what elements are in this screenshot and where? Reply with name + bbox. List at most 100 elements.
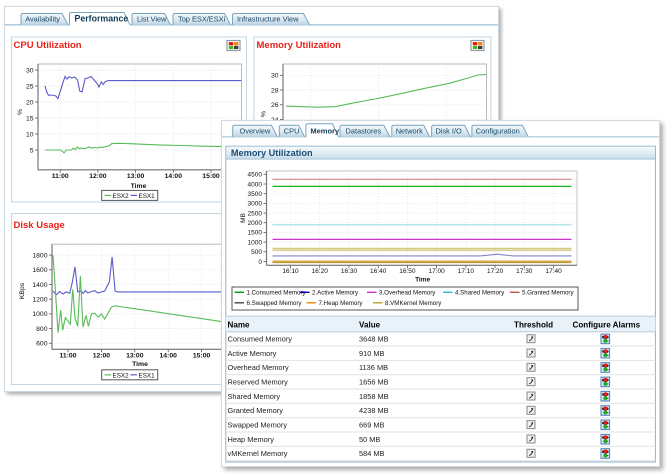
svg-text:Granted Memory: Granted Memory bbox=[228, 406, 284, 415]
svg-text:0: 0 bbox=[258, 259, 262, 266]
svg-text:Memory Utilization: Memory Utilization bbox=[231, 148, 313, 158]
svg-text:3000: 3000 bbox=[248, 201, 263, 208]
svg-text:30: 30 bbox=[271, 73, 279, 80]
svg-text:17:10: 17:10 bbox=[458, 268, 475, 275]
svg-text:10: 10 bbox=[26, 131, 34, 138]
svg-text:8.VMKernel Memory: 8.VMKernel Memory bbox=[385, 300, 442, 307]
svg-text:12:00: 12:00 bbox=[89, 173, 107, 180]
svg-text:13:00: 13:00 bbox=[126, 353, 144, 360]
svg-text:1500: 1500 bbox=[248, 230, 263, 237]
svg-text:669 MB: 669 MB bbox=[359, 420, 385, 429]
svg-text:11:00: 11:00 bbox=[59, 353, 76, 360]
svg-text:15:00: 15:00 bbox=[202, 173, 220, 180]
svg-text:600: 600 bbox=[36, 341, 48, 348]
svg-text:Memory: Memory bbox=[310, 127, 340, 136]
svg-text:12:00: 12:00 bbox=[93, 353, 111, 360]
svg-text:Infrastructure View: Infrastructure View bbox=[237, 15, 299, 24]
svg-text:5: 5 bbox=[30, 147, 34, 154]
svg-text:25: 25 bbox=[26, 83, 34, 90]
svg-text:KBps: KBps bbox=[19, 282, 26, 299]
svg-text:Threshold: Threshold bbox=[514, 320, 553, 329]
svg-text:Network: Network bbox=[396, 127, 423, 136]
svg-text:Configuration: Configuration bbox=[476, 127, 520, 136]
svg-text:%: % bbox=[17, 109, 24, 115]
svg-text:1858 MB: 1858 MB bbox=[359, 392, 389, 401]
svg-text:1000: 1000 bbox=[32, 311, 47, 318]
svg-text:2000: 2000 bbox=[248, 220, 263, 227]
svg-text:CPU Utilization: CPU Utilization bbox=[14, 40, 82, 51]
svg-text:3.Overhead Memory: 3.Overhead Memory bbox=[379, 290, 436, 297]
svg-text:14:00: 14:00 bbox=[160, 353, 178, 360]
svg-text:Datastores: Datastores bbox=[346, 127, 382, 136]
svg-text:Name: Name bbox=[228, 320, 251, 329]
svg-text:28: 28 bbox=[271, 87, 279, 94]
svg-text:5.Granted Memory: 5.Granted Memory bbox=[522, 290, 574, 297]
svg-text:Time: Time bbox=[415, 277, 430, 284]
svg-text:17:30: 17:30 bbox=[516, 268, 533, 275]
svg-text:%: % bbox=[261, 111, 268, 117]
svg-text:16:30: 16:30 bbox=[341, 268, 358, 275]
svg-text:Disk I/O: Disk I/O bbox=[436, 127, 463, 136]
svg-text:910 MB: 910 MB bbox=[359, 349, 385, 358]
svg-text:Consumed Memory: Consumed Memory bbox=[228, 335, 293, 344]
svg-text:ESX1: ESX1 bbox=[139, 193, 156, 200]
svg-text:17:00: 17:00 bbox=[428, 268, 445, 275]
svg-text:ESX1: ESX1 bbox=[139, 372, 156, 379]
svg-text:16:20: 16:20 bbox=[312, 268, 329, 275]
svg-text:26: 26 bbox=[271, 102, 279, 109]
svg-text:Disk Usage: Disk Usage bbox=[14, 220, 65, 231]
svg-text:2.Active Memory: 2.Active Memory bbox=[312, 290, 359, 297]
svg-text:11:00: 11:00 bbox=[52, 173, 69, 180]
svg-text:Performance: Performance bbox=[75, 14, 129, 24]
svg-text:1.Consumed Memory: 1.Consumed Memory bbox=[247, 290, 307, 297]
svg-text:Availability: Availability bbox=[25, 15, 60, 24]
svg-text:1800: 1800 bbox=[32, 252, 47, 259]
svg-text:14:00: 14:00 bbox=[165, 173, 183, 180]
svg-text:17:20: 17:20 bbox=[487, 268, 504, 275]
svg-text:7.Heap Memory: 7.Heap Memory bbox=[319, 300, 364, 307]
svg-text:Memory Utilization: Memory Utilization bbox=[257, 40, 342, 51]
svg-text:3648 MB: 3648 MB bbox=[359, 335, 389, 344]
svg-text:6.Swapped Memory: 6.Swapped Memory bbox=[247, 300, 303, 307]
svg-text:ESX2: ESX2 bbox=[113, 372, 130, 379]
svg-text:Reserved Memory: Reserved Memory bbox=[228, 378, 289, 387]
svg-text:500: 500 bbox=[251, 249, 262, 256]
svg-text:Heap Memory: Heap Memory bbox=[228, 435, 275, 444]
svg-text:16:40: 16:40 bbox=[370, 268, 387, 275]
svg-text:2500: 2500 bbox=[248, 210, 263, 217]
svg-text:Active Memory: Active Memory bbox=[228, 349, 277, 358]
svg-text:1000: 1000 bbox=[248, 239, 263, 246]
svg-text:Time: Time bbox=[131, 183, 147, 190]
svg-text:16:50: 16:50 bbox=[399, 268, 416, 275]
svg-text:4000: 4000 bbox=[248, 181, 263, 188]
svg-text:800: 800 bbox=[36, 326, 48, 333]
svg-text:20: 20 bbox=[26, 99, 34, 106]
svg-text:Swapped Memory: Swapped Memory bbox=[228, 420, 288, 429]
svg-text:50 MB: 50 MB bbox=[359, 435, 380, 444]
svg-text:MB: MB bbox=[240, 213, 247, 223]
svg-text:Value: Value bbox=[359, 320, 381, 329]
svg-text:vMKernel Memory: vMKernel Memory bbox=[228, 449, 288, 458]
svg-text:1136 MB: 1136 MB bbox=[359, 363, 388, 372]
svg-text:1200: 1200 bbox=[32, 297, 47, 304]
svg-text:15:00: 15:00 bbox=[193, 353, 211, 360]
svg-text:Overhead Memory: Overhead Memory bbox=[228, 363, 290, 372]
svg-text:1400: 1400 bbox=[32, 282, 47, 289]
svg-text:Shared Memory: Shared Memory bbox=[228, 392, 281, 401]
svg-text:Time: Time bbox=[132, 361, 148, 368]
svg-text:List View: List View bbox=[137, 15, 167, 24]
svg-text:4238 MB: 4238 MB bbox=[359, 406, 389, 415]
svg-text:4.Shared Memory: 4.Shared Memory bbox=[455, 290, 505, 297]
svg-text:Overview: Overview bbox=[240, 127, 271, 136]
svg-text:Configure Alarms: Configure Alarms bbox=[573, 320, 641, 329]
svg-text:Top ESX/ESXi: Top ESX/ESXi bbox=[178, 15, 226, 24]
svg-text:17:40: 17:40 bbox=[545, 268, 562, 275]
svg-text:13:00: 13:00 bbox=[127, 173, 145, 180]
svg-text:ESX2: ESX2 bbox=[113, 193, 130, 200]
svg-text:1656 MB: 1656 MB bbox=[359, 378, 389, 387]
svg-text:584 MB: 584 MB bbox=[359, 449, 385, 458]
svg-text:1600: 1600 bbox=[32, 267, 47, 274]
svg-text:3500: 3500 bbox=[248, 191, 263, 198]
svg-text:16:10: 16:10 bbox=[282, 268, 299, 275]
svg-text:4500: 4500 bbox=[248, 172, 263, 179]
